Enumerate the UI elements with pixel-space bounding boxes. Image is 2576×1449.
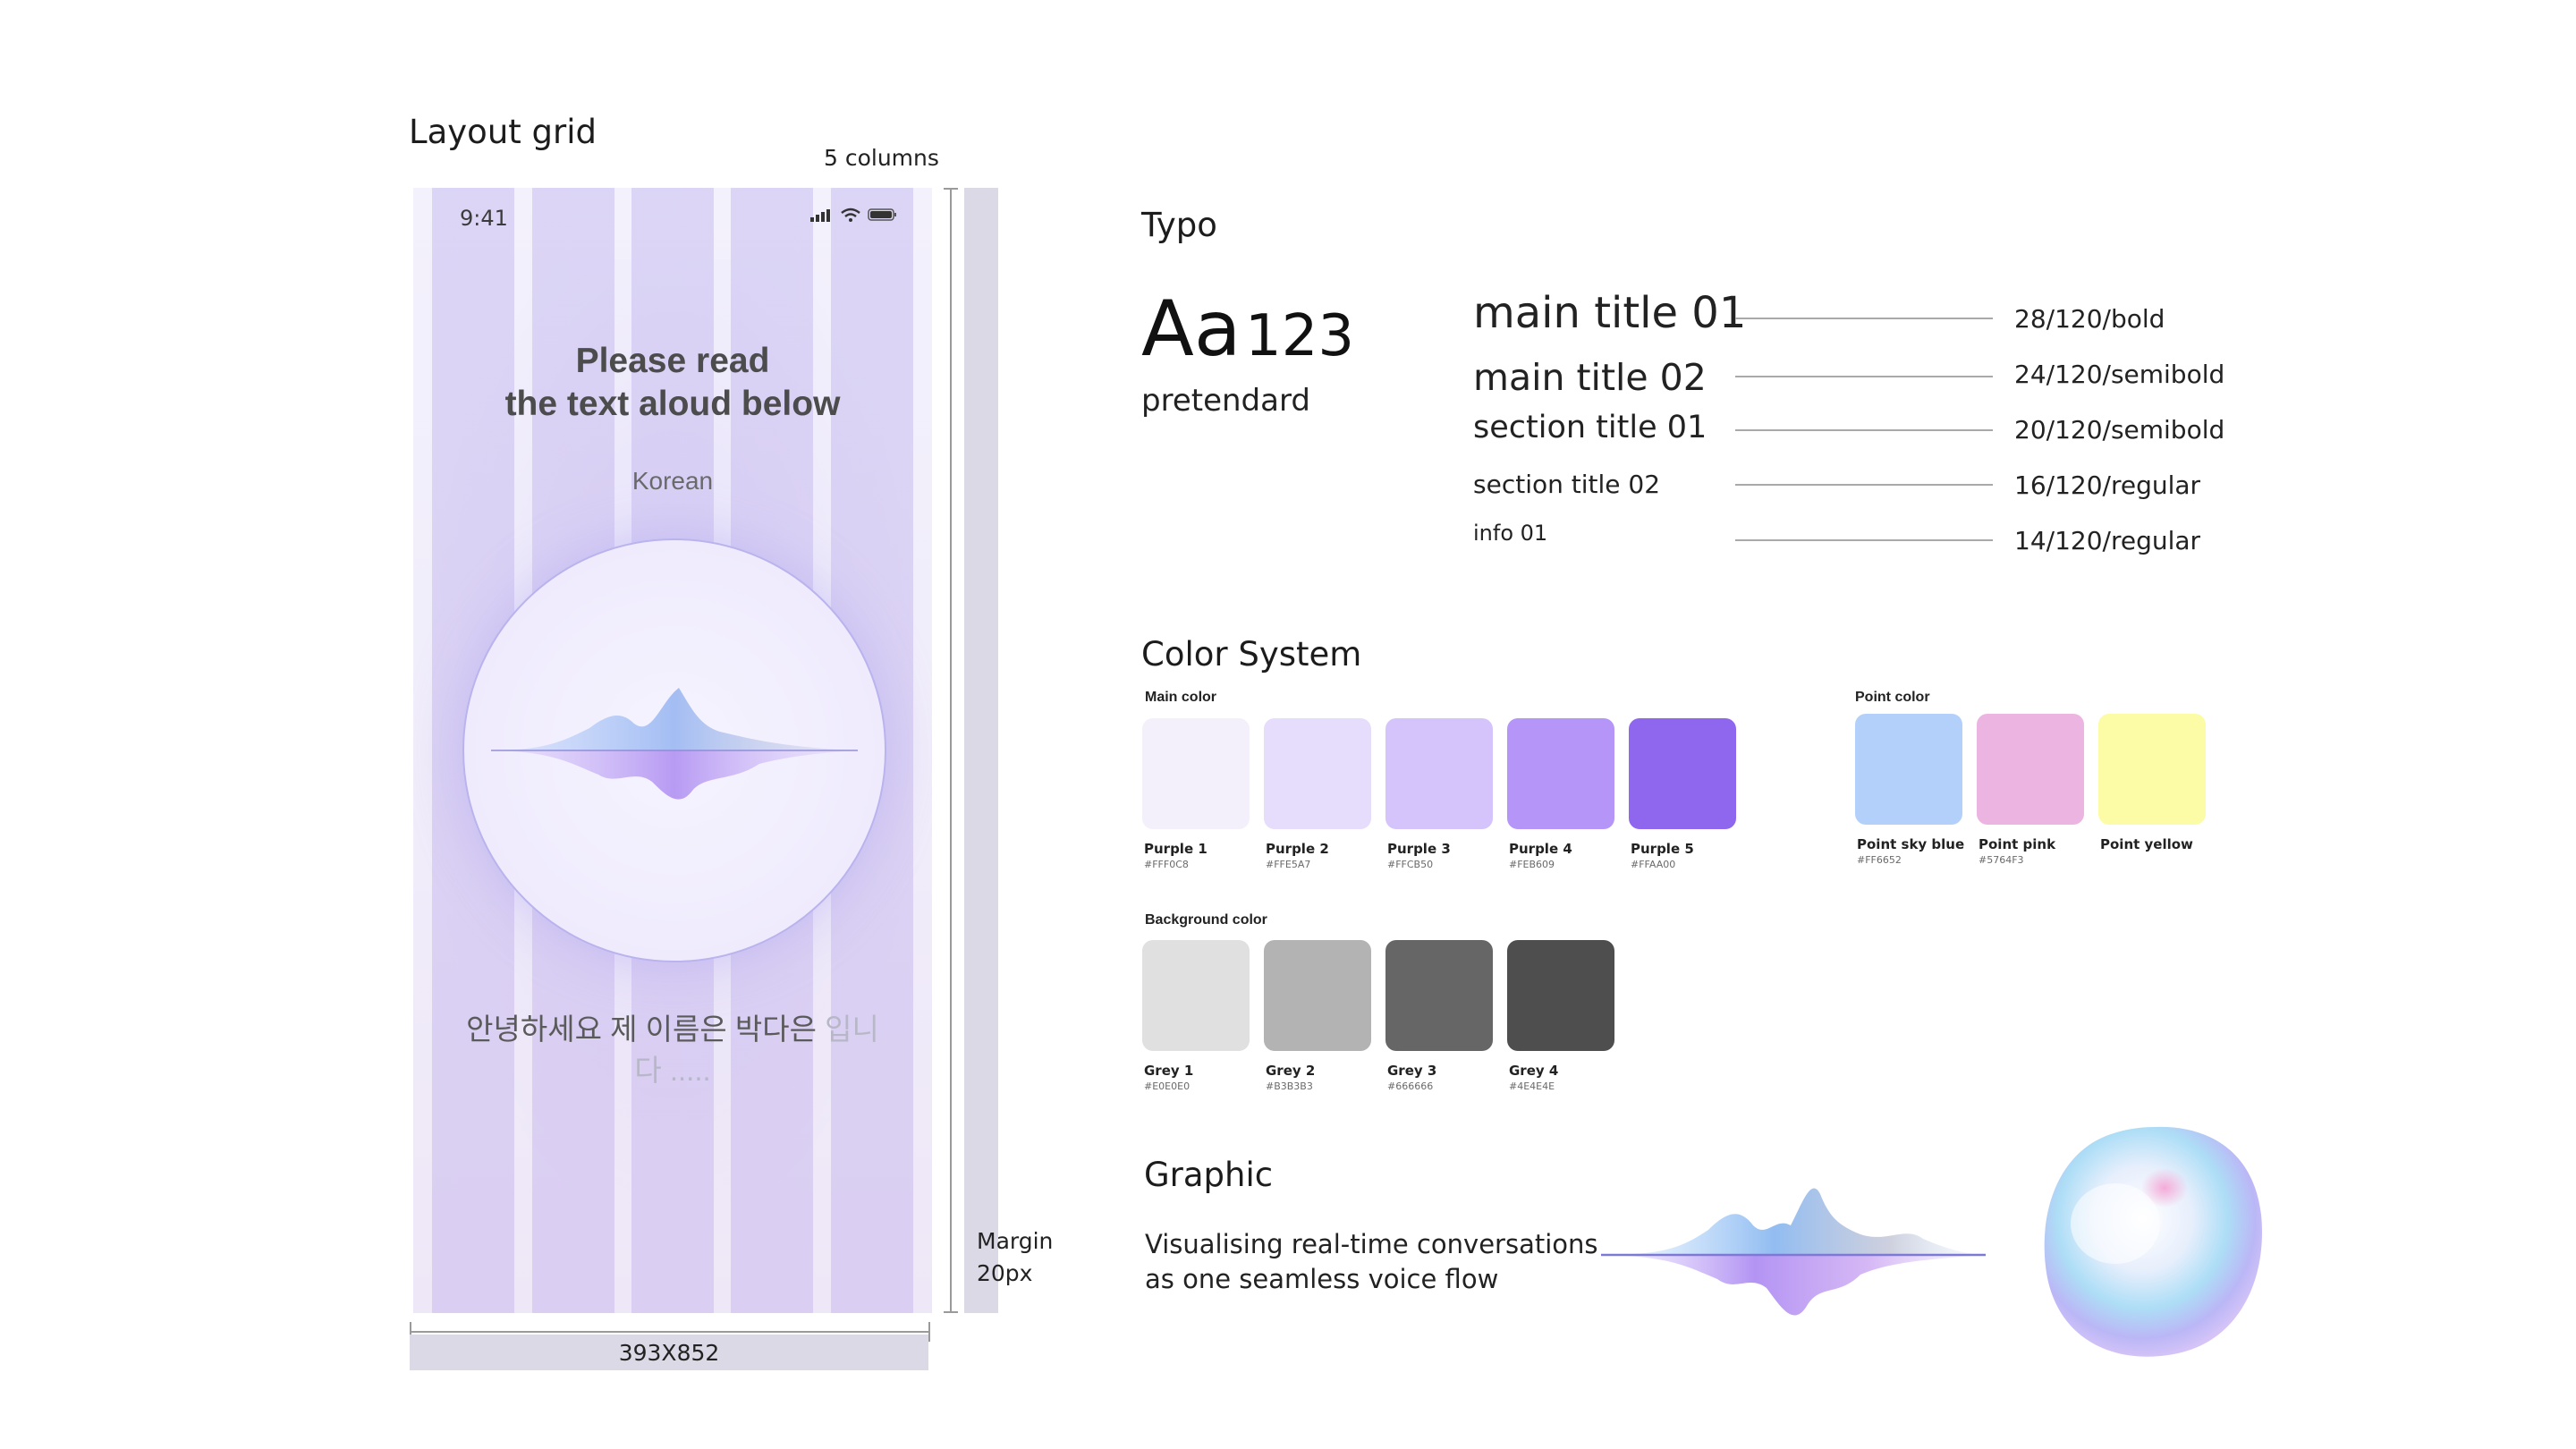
color-swatch-name: Purple 2 <box>1266 841 1329 857</box>
color-swatch-name: Purple 5 <box>1631 841 1694 857</box>
color-swatch-hex: #5764F3 <box>1979 854 2024 866</box>
color-swatch-hex: #FFE5A7 <box>1266 859 1311 870</box>
width-dimension-line <box>410 1331 930 1333</box>
color-swatch-name: Point yellow <box>2100 836 2193 852</box>
status-icons <box>810 208 898 222</box>
color-swatch <box>1142 940 1250 1051</box>
phone-title-line2: the text aloud below <box>504 385 841 423</box>
type-style-name: main title 02 <box>1473 356 1707 399</box>
color-swatch <box>1264 940 1371 1051</box>
color-swatch-name: Purple 1 <box>1144 841 1208 857</box>
color-swatch <box>1385 718 1493 829</box>
graphic-description: Visualising real-time conversations as o… <box>1145 1229 1598 1294</box>
type-style-name: info 01 <box>1473 521 1548 546</box>
color-swatch <box>1629 718 1736 829</box>
color-swatch-hex: #FF6652 <box>1857 854 1902 866</box>
phone-title-line1: Please read <box>575 342 770 380</box>
type-style-name: section title 01 <box>1473 410 1707 445</box>
color-swatch-name: Purple 3 <box>1387 841 1451 857</box>
type-spec: 20/120/semibold <box>2014 415 2225 445</box>
background-color-label: Background color <box>1145 912 1267 928</box>
font-name: pretendard <box>1141 383 1310 419</box>
color-swatch-hex: #666666 <box>1387 1080 1434 1092</box>
language-label[interactable]: Korean <box>631 467 714 495</box>
color-swatch-hex: #B3B3B3 <box>1266 1080 1313 1092</box>
voice-orb-graphic <box>2044 1126 2262 1357</box>
type-style-name: section title 02 <box>1473 470 1661 499</box>
color-swatch <box>1507 940 1614 1051</box>
color-swatch-name: Grey 3 <box>1387 1063 1437 1079</box>
phone-mockup: 9:41 Please read the text aloud below Ko… <box>413 188 932 1313</box>
color-swatch-name: Point sky blue <box>1857 836 1965 852</box>
size-label: 393X852 <box>618 1340 720 1366</box>
layout-grid-heading: Layout grid <box>409 113 597 151</box>
sentence-upcoming-2: 다 ..... <box>634 1054 711 1087</box>
color-swatch <box>1264 718 1371 829</box>
type-spec: 14/120/regular <box>2014 526 2201 555</box>
color-swatch-name: Grey 1 <box>1144 1063 1194 1079</box>
margin-indicator <box>964 188 998 1313</box>
wifi-icon <box>841 208 860 222</box>
sentence-text: 안녕하세요 제 이름은 박다은 <box>466 1013 826 1046</box>
color-swatch-hex: #FFCB50 <box>1387 859 1434 870</box>
battery-icon <box>868 208 896 221</box>
status-time: 9:41 <box>460 206 508 231</box>
sentence-upcoming: 입니 <box>825 1013 879 1046</box>
voice-wave-icon <box>491 688 858 800</box>
type-sample: Aa 123 <box>1141 284 1355 374</box>
color-swatch <box>1507 718 1614 829</box>
color-swatch-hex: #FEB609 <box>1509 859 1555 870</box>
margin-label: Margin 20px <box>977 1228 1054 1286</box>
main-color-label: Main color <box>1145 690 1217 705</box>
read-aloud-sentence: 안녕하세요 제 이름은 박다은 입니 다 ..... <box>413 1009 932 1091</box>
color-swatch-hex: #E0E0E0 <box>1144 1080 1191 1092</box>
color-swatch <box>2098 714 2206 825</box>
point-color-label: Point color <box>1855 690 1930 705</box>
voice-record-circle[interactable] <box>462 538 886 962</box>
type-spec: 16/120/regular <box>2014 470 2201 500</box>
type-spec: 24/120/semibold <box>2014 360 2225 389</box>
color-swatch <box>1855 714 1962 825</box>
color-swatch <box>1385 940 1493 1051</box>
height-dimension-line <box>950 188 952 1313</box>
color-swatch-name: Purple 4 <box>1509 841 1572 857</box>
signal-icon <box>810 209 830 222</box>
columns-label: 5 columns <box>824 145 939 171</box>
color-swatch-hex: #FFF0C8 <box>1144 859 1189 870</box>
color-swatch-name: Grey 4 <box>1509 1063 1559 1079</box>
color-swatch-hex: #4E4E4E <box>1509 1080 1555 1092</box>
color-swatch-hex: #FFAA00 <box>1631 859 1676 870</box>
color-swatch-name: Grey 2 <box>1266 1063 1316 1079</box>
color-swatch <box>1142 718 1250 829</box>
voice-wave-graphic <box>1601 1188 1986 1316</box>
graphic-heading: Graphic <box>1144 1156 1274 1194</box>
color-swatch-name: Point pink <box>1979 836 2056 852</box>
typo-heading: Typo <box>1141 206 1217 244</box>
width-bar <box>410 1335 928 1370</box>
type-style-name: main title 01 <box>1473 288 1747 338</box>
color-system-heading: Color System <box>1141 635 1362 674</box>
color-swatch <box>1977 714 2084 825</box>
type-spec: 28/120/bold <box>2014 304 2165 334</box>
